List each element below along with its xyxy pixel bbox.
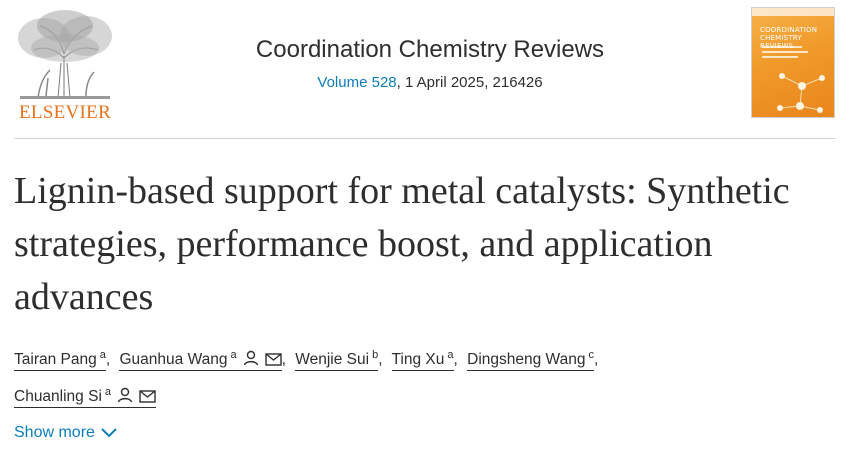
journal-info: Coordination Chemistry Reviews Volume 52… — [130, 36, 730, 91]
author-separator: , — [105, 351, 111, 368]
cover-text-bar — [762, 56, 798, 58]
author-name: Guanhua Wang — [119, 351, 228, 368]
author-link[interactable]: Dingsheng Wang c — [467, 349, 594, 371]
author-separator: , — [453, 351, 458, 368]
mail-icon — [139, 384, 156, 414]
journal-issue-line: Volume 528, 1 April 2025, 216426 — [130, 74, 730, 91]
cover-text-bar — [762, 51, 808, 53]
author-name: Dingsheng Wang — [467, 351, 586, 368]
publisher-wordmark: ELSEVIER — [18, 102, 112, 123]
cover-title-line-1: COORDINATION — [760, 26, 818, 34]
journal-cover-image[interactable]: COORDINATION CHEMISTRY REVIEWS — [751, 7, 835, 118]
volume-link[interactable]: Volume 528 — [317, 74, 397, 91]
affiliation-marker: a — [447, 349, 454, 361]
author-link[interactable]: Guanhua Wang a — [119, 349, 282, 371]
affiliation-marker: a — [99, 349, 106, 361]
person-icon — [117, 384, 133, 414]
issue-date-pages: , 1 April 2025, 216426 — [396, 74, 543, 91]
author-separator: , — [378, 351, 383, 368]
article-header: ELSEVIER Coordination Chemistry Reviews … — [0, 0, 855, 138]
author-link[interactable]: Wenjie Sui b — [295, 349, 379, 371]
show-more-label: Show more — [14, 424, 95, 441]
author-separator: , — [281, 351, 286, 368]
affiliation-marker: a — [104, 386, 112, 398]
affiliation-marker: c — [588, 349, 594, 361]
author-name: Tairan Pang — [14, 351, 97, 368]
chevron-down-icon — [101, 428, 117, 438]
author-link[interactable]: Ting Xu a — [391, 349, 454, 371]
show-more-button[interactable]: Show more — [14, 424, 117, 442]
person-icon — [243, 347, 259, 377]
author-separator: , — [593, 351, 599, 368]
elsevier-logo[interactable]: ELSEVIER — [14, 8, 116, 124]
author-name: Ting Xu — [391, 351, 445, 368]
header-divider — [14, 138, 836, 139]
affiliation-marker: b — [372, 349, 379, 361]
article-title: Lignin-based support for metal catalysts… — [14, 170, 790, 318]
author-name: Wenjie Sui — [295, 351, 370, 368]
author-name: Chuanling Si — [14, 388, 102, 405]
affiliation-marker: a — [230, 349, 237, 361]
elsevier-tree-icon — [18, 10, 112, 99]
mail-icon — [264, 347, 282, 377]
journal-title[interactable]: Coordination Chemistry Reviews — [255, 36, 605, 63]
cover-molecule-icon — [777, 73, 825, 113]
cover-text-bar — [762, 46, 802, 48]
author-link[interactable]: Tairan Pang a — [14, 349, 106, 371]
author-list: Tairan Pang a, Guanhua Wang a, Wenjie Sui b… — [14, 340, 844, 414]
author-link[interactable]: Chuanling Si a — [14, 386, 157, 408]
cover-top-stripe — [752, 8, 834, 16]
